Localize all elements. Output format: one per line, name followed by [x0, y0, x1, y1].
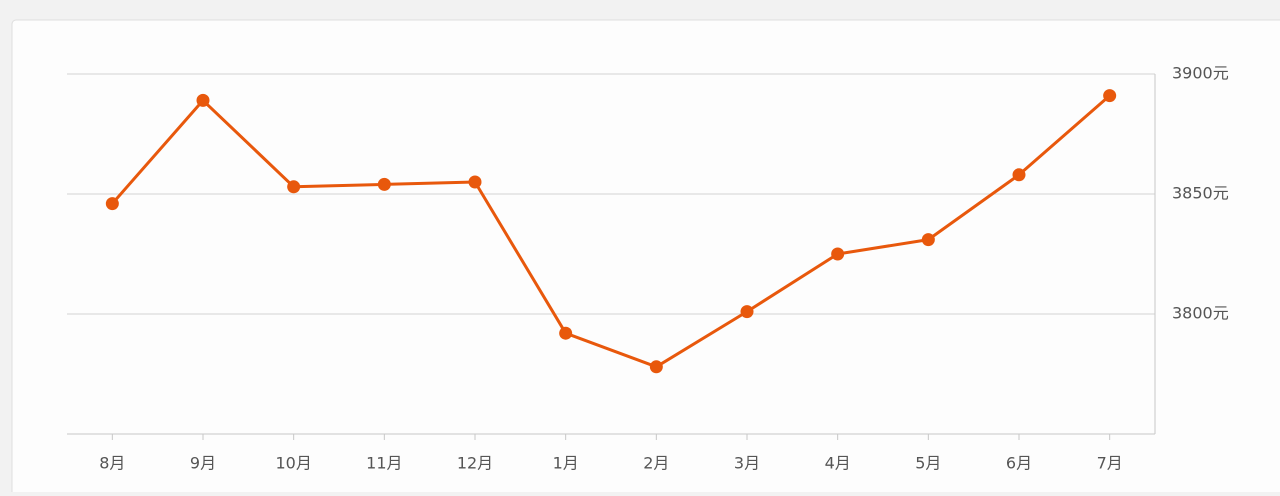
point — [468, 175, 482, 189]
point — [921, 233, 935, 247]
card — [11, 19, 1280, 496]
point — [1012, 168, 1026, 182]
point — [105, 197, 119, 211]
x-tick-label: 9月 — [190, 454, 216, 473]
x-tick-label: 3月 — [734, 454, 760, 473]
x-tick-label: 7月 — [1097, 454, 1123, 473]
x-tick-label: 12月 — [457, 454, 493, 473]
point — [287, 180, 301, 194]
point — [559, 326, 573, 340]
x-tick-label: 4月 — [825, 454, 851, 473]
x-tick-label: 10月 — [275, 454, 311, 473]
x-tick-label: 11月 — [366, 454, 402, 473]
point — [831, 247, 845, 261]
point — [1103, 89, 1117, 103]
x-tick-label: 8月 — [99, 454, 125, 473]
point — [649, 360, 663, 374]
x-tick-label: 2月 — [643, 454, 669, 473]
line — [111, 94, 1111, 369]
x-tick-label: 5月 — [915, 454, 941, 473]
point — [377, 177, 391, 191]
x-tick-label: 6月 — [1006, 454, 1032, 473]
point — [740, 305, 754, 319]
y-tick-label: 3800元 — [1172, 304, 1229, 323]
y-tick-label: 3850元 — [1172, 184, 1229, 203]
y-tick-label: 3900元 — [1172, 64, 1229, 83]
x-tick-label: 1月 — [553, 454, 579, 473]
point — [196, 93, 210, 107]
